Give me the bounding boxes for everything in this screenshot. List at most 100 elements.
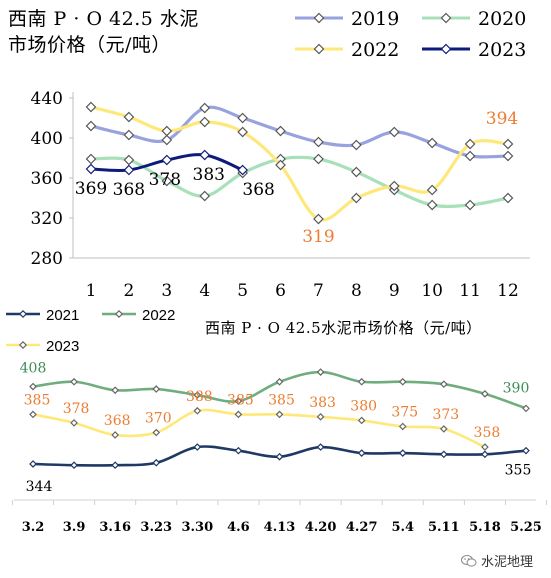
- series2-point-2021: [275, 452, 284, 461]
- chart-2-x-tick-label: 3.23: [140, 520, 172, 535]
- data-point-2022: [199, 116, 211, 128]
- data-point-2019: [313, 136, 324, 148]
- legend2-marker-2023: [18, 340, 28, 350]
- watermark-text: 水泥地理: [480, 555, 533, 570]
- legend-marker-2019: [313, 12, 325, 24]
- legend-label-2019: 2019: [351, 8, 399, 30]
- legend-label-2023: 2023: [478, 39, 526, 61]
- chart-2-data-label: 383: [309, 395, 336, 411]
- chart-2-x-tick-label: 5.11: [428, 520, 460, 535]
- data-point-2022: [313, 213, 324, 225]
- data-point-2020: [313, 153, 324, 165]
- data-point-2022: [426, 184, 438, 196]
- series2-point-2023: [357, 416, 366, 425]
- series2-point-2022: [275, 377, 284, 386]
- legend-marker-2022: [313, 43, 325, 55]
- series2-point-2022: [152, 385, 161, 393]
- chart-2-data-label: 368: [104, 413, 131, 429]
- chart-2-data-label: 370: [145, 411, 172, 427]
- chart-2-x-tick-label: 4.13: [264, 520, 296, 535]
- chart-1-x-tick-label: 5: [237, 281, 248, 301]
- series2-point-2021: [481, 450, 489, 459]
- chart-2-data-label: 385: [268, 392, 295, 408]
- chart-1-x-tick-label: 7: [313, 281, 324, 301]
- legend2-label-2023: 2023: [46, 338, 79, 355]
- data-point-2020: [161, 175, 173, 187]
- series2-point-2022: [357, 377, 366, 386]
- series2-point-2022: [70, 377, 78, 386]
- legend2-label-2022: 2022: [142, 307, 175, 324]
- data-point-2019: [502, 150, 514, 162]
- chart-2-data-label: 380: [350, 398, 377, 414]
- series-line-2019: [89, 105, 510, 159]
- series2-point-2022: [29, 382, 37, 391]
- series2-point-2021: [29, 460, 37, 468]
- chart-1-data-label: 369: [75, 179, 107, 199]
- watermark: 水泥地理: [460, 551, 533, 570]
- series2-point-2021: [522, 446, 530, 455]
- chart-1-y-tick-label: 320: [31, 209, 63, 229]
- data-point-2019: [464, 150, 476, 162]
- data-point-2019: [237, 112, 248, 124]
- chart-2-data-label: 344: [26, 479, 53, 495]
- chart-1-data-label: 394: [486, 109, 518, 129]
- chart-2-data-label: 390: [503, 380, 530, 396]
- data-point-2023: [161, 154, 173, 166]
- chart-2-x-tick-label: 5.18: [469, 520, 501, 535]
- chart-1-x-tick-label: 6: [275, 281, 286, 301]
- legend-marker-2020: [440, 12, 452, 24]
- legend-marker-2023: [440, 43, 452, 55]
- series2-point-2022: [316, 368, 325, 376]
- series2-point-2021: [357, 449, 366, 457]
- data-point-2022: [464, 138, 476, 150]
- series2-point-2023: [29, 410, 37, 419]
- legend-label-2020: 2020: [478, 8, 526, 30]
- chart-1-x-tick-label: 12: [497, 281, 519, 301]
- data-point-2023: [85, 163, 97, 175]
- chart-2-data-label: 388: [186, 389, 213, 405]
- series2-point-2023: [70, 419, 78, 427]
- chart-1-title-line: 市场价格（元/吨）: [8, 34, 171, 56]
- chart-1-title: 西南 P · O 42.5 水泥 市场价格（元/吨）: [8, 6, 228, 58]
- series2-point-2023: [398, 422, 407, 431]
- chart-1-data-label: 368: [113, 180, 145, 200]
- chart-1-y-tick-label: 400: [31, 129, 63, 149]
- data-point-2019: [123, 129, 135, 141]
- legend2-marker-2022: [114, 309, 124, 319]
- data-point-2022: [237, 126, 248, 138]
- chart-2-x-tick-label: 3.16: [99, 520, 131, 535]
- legend2-label-2021: 2021: [46, 307, 79, 324]
- chart-2-x-tick-label: 5.4: [391, 520, 414, 535]
- data-point-2020: [123, 154, 135, 166]
- series2-point-2023: [111, 431, 120, 439]
- chart-1-y-tick-label: 280: [31, 249, 63, 269]
- chart-1-x-tick-label: 11: [459, 281, 481, 301]
- chart-2-data-label: 373: [432, 407, 459, 423]
- chart-1-data-label: 368: [242, 180, 274, 200]
- series2-point-2023: [275, 410, 284, 419]
- series2-point-2021: [234, 446, 243, 455]
- series2-point-2023: [234, 410, 243, 419]
- chart-2-data-label: 408: [20, 361, 47, 377]
- series2-point-2022: [111, 386, 120, 395]
- data-point-2019: [161, 134, 173, 146]
- chart-2-data-label: 378: [63, 401, 90, 417]
- data-point-2020: [85, 153, 97, 165]
- series2-point-2023: [481, 443, 489, 451]
- data-point-2019: [426, 137, 438, 149]
- chart-1-x-tick-label: 8: [351, 281, 362, 301]
- chart-2-x-tick-label: 3.30: [181, 520, 213, 535]
- data-point-2019: [388, 126, 400, 138]
- data-point-2019: [351, 139, 362, 151]
- chart-2-data-label: 355: [505, 463, 532, 479]
- data-point-2020: [502, 192, 514, 204]
- chart-1-x-tick-label: 4: [199, 281, 210, 301]
- chart-1-title-line: 西南 P · O 42.5 水泥: [8, 8, 199, 30]
- chart-2-data-label: 385: [24, 392, 51, 408]
- chart-1-x-tick-label: 9: [389, 281, 400, 301]
- chart-2-data-label: 385: [227, 392, 254, 408]
- chart-1-y-tick-label: 360: [31, 169, 63, 189]
- data-point-2023: [237, 164, 248, 176]
- data-point-2022: [502, 138, 514, 150]
- series2-point-2022: [481, 390, 489, 398]
